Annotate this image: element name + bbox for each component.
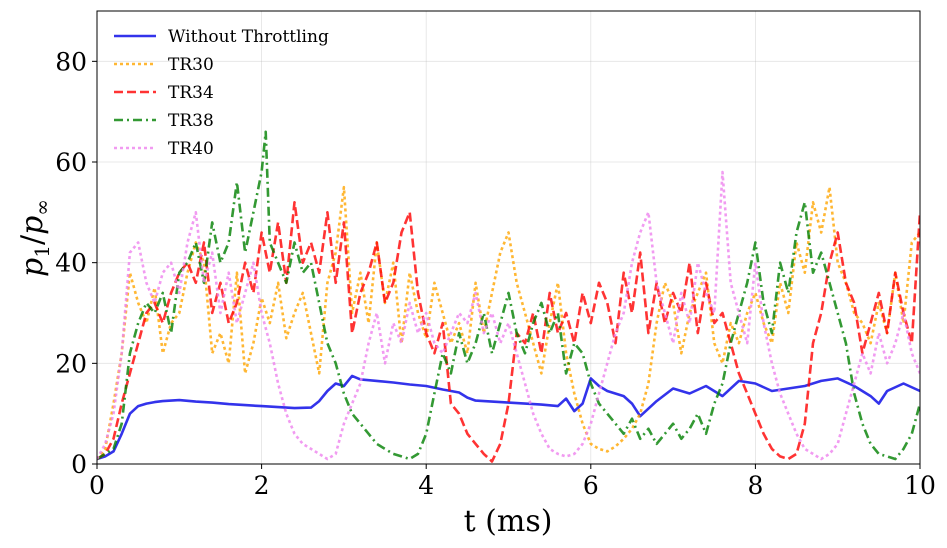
legend: Without Throttling TR30 TR34 TR38 TR40 xyxy=(114,27,329,159)
series-line-tr38 xyxy=(97,130,920,461)
plot-frame xyxy=(96,10,921,465)
x-tick-label-3: 6 xyxy=(583,471,599,500)
y-axis-title-sub2: ∞ xyxy=(30,199,54,216)
y-axis-title-main-2: p xyxy=(15,216,50,235)
y-tick-label-0: 0 xyxy=(71,450,87,479)
x-tick-label-2: 4 xyxy=(418,471,434,500)
y-axis-title-main: p xyxy=(15,258,50,277)
legend-label-4: TR40 xyxy=(168,139,214,159)
legend-label-3: TR38 xyxy=(168,111,214,131)
y-tick-label-3: 60 xyxy=(55,148,87,177)
series-lines xyxy=(97,130,920,463)
y-tick-label-1: 20 xyxy=(55,349,87,378)
y-axis-title-slash: / xyxy=(15,234,50,245)
x-tick-label-0: 0 xyxy=(89,471,105,500)
x-tick-label-4: 8 xyxy=(747,471,763,500)
series-line-tr30 xyxy=(97,185,920,460)
y-tick-label-2: 40 xyxy=(55,249,87,278)
y-axis-title: p1/p∞ xyxy=(15,199,54,277)
ticks: 0 2 4 6 8 10 0 20 40 60 80 xyxy=(55,47,936,500)
legend-label-1: TR30 xyxy=(168,55,214,75)
series-line-without-throttling xyxy=(97,374,920,461)
x-tick-label-5: 10 xyxy=(904,471,936,500)
y-tick-label-4: 80 xyxy=(55,47,87,76)
legend-label-2: TR34 xyxy=(168,83,214,103)
x-axis-title: t (ms) xyxy=(464,504,553,539)
series-line-tr34 xyxy=(97,201,920,463)
x-tick-label-1: 2 xyxy=(254,471,270,500)
y-axis-title-sub1: 1 xyxy=(30,245,54,258)
legend-label-0: Without Throttling xyxy=(168,27,329,47)
